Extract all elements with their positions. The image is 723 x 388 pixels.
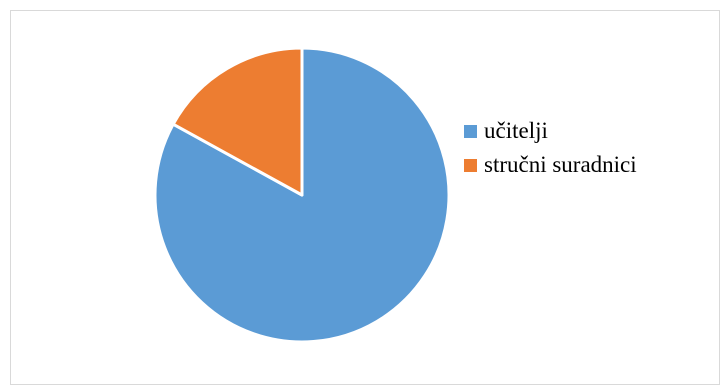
legend-swatch-ucitelji: [464, 124, 477, 138]
legend-swatch-strucni-suradnici: [464, 158, 477, 172]
legend-label-ucitelji: učitelji: [484, 118, 548, 143]
pie-slice-1: [171, 46, 304, 197]
legend-item-strucni-suradnici: stručni suradnici: [464, 148, 637, 182]
legend: učitelji stručni suradnici: [464, 114, 637, 182]
legend-item-ucitelji: učitelji: [464, 114, 637, 148]
legend-label-strucni-suradnici: stručni suradnici: [484, 152, 637, 177]
